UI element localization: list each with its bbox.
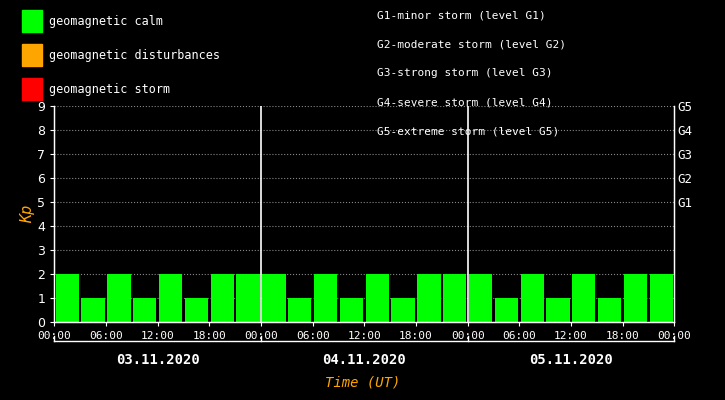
Text: geomagnetic storm: geomagnetic storm — [49, 82, 170, 96]
Text: G3-strong storm (level G3): G3-strong storm (level G3) — [377, 68, 552, 78]
Bar — [159, 274, 182, 322]
Bar — [81, 298, 104, 322]
Bar — [314, 274, 337, 322]
Text: G4-severe storm (level G4): G4-severe storm (level G4) — [377, 98, 552, 108]
Text: G1-minor storm (level G1): G1-minor storm (level G1) — [377, 10, 546, 20]
Bar — [650, 274, 673, 322]
Bar — [521, 274, 544, 322]
Bar — [133, 298, 157, 322]
Bar — [211, 274, 234, 322]
Bar — [572, 274, 595, 322]
Bar — [392, 298, 415, 322]
Bar — [340, 298, 363, 322]
Bar — [624, 274, 647, 322]
Text: 03.11.2020: 03.11.2020 — [116, 353, 199, 367]
Text: G5-extreme storm (level G5): G5-extreme storm (level G5) — [377, 127, 559, 137]
Bar — [365, 274, 389, 322]
Text: 05.11.2020: 05.11.2020 — [529, 353, 613, 367]
Text: geomagnetic calm: geomagnetic calm — [49, 14, 163, 28]
Text: 04.11.2020: 04.11.2020 — [323, 353, 406, 367]
Bar — [598, 298, 621, 322]
Bar — [288, 298, 311, 322]
Bar — [185, 298, 208, 322]
Bar — [262, 274, 286, 322]
Bar — [418, 274, 441, 322]
Bar — [469, 274, 492, 322]
Bar — [236, 274, 260, 322]
Bar — [547, 298, 570, 322]
Bar — [107, 274, 130, 322]
Bar — [443, 274, 466, 322]
Bar — [494, 298, 518, 322]
Y-axis label: Kp: Kp — [20, 205, 35, 223]
Text: Time (UT): Time (UT) — [325, 376, 400, 390]
Bar — [56, 274, 79, 322]
Text: G2-moderate storm (level G2): G2-moderate storm (level G2) — [377, 39, 566, 49]
Text: geomagnetic disturbances: geomagnetic disturbances — [49, 48, 220, 62]
